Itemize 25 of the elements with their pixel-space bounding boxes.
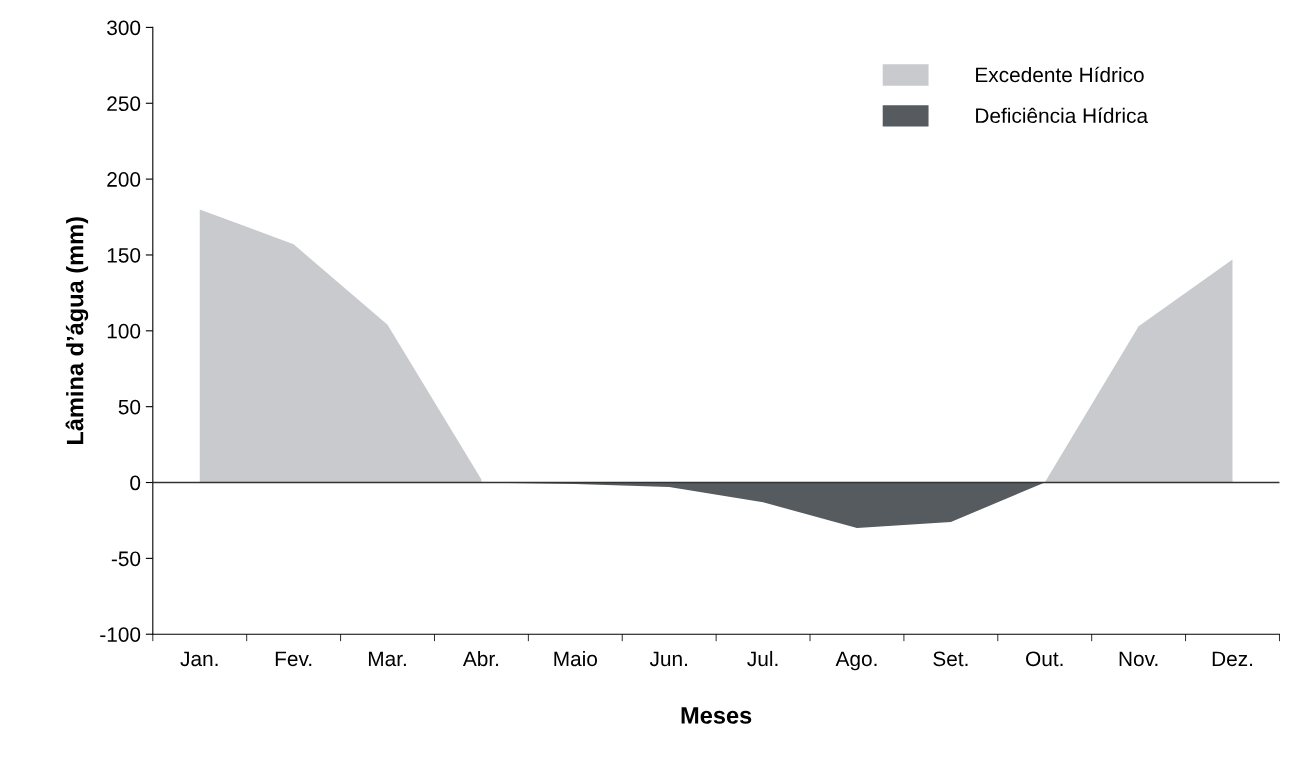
x-tick-label: Jun. xyxy=(649,651,687,667)
y-tick-label: 0 xyxy=(130,475,141,491)
x-tick-label: Ago. xyxy=(835,651,877,671)
x-axis-title: Meses xyxy=(681,707,752,724)
y-tick-label: 200 xyxy=(107,172,141,187)
x-tick-label: Out. xyxy=(1026,651,1063,667)
x-tick-label: Fev. xyxy=(275,651,312,667)
y-tick-label: 300 xyxy=(107,20,141,36)
y-tick-label: -100 xyxy=(100,627,141,642)
x-tick-label: Jul. xyxy=(747,650,778,667)
y-tick-label: 100 xyxy=(107,323,141,339)
x-tick-label: Abr. xyxy=(462,650,499,667)
x-tick-label: Maio xyxy=(554,650,598,667)
x-tick-label: Nov. xyxy=(1119,651,1158,667)
x-tick-label: Jan. xyxy=(180,651,218,667)
y-tick-label: 50 xyxy=(118,399,141,415)
y-tick-label: -50 xyxy=(111,551,141,567)
x-tick-label: Dez. xyxy=(1212,651,1253,667)
y-tick-label: 250 xyxy=(107,96,141,112)
y-tick-label: 150 xyxy=(107,247,141,263)
legend-label: Deficiência Hídrica xyxy=(976,107,1149,124)
x-tick-label: Set. xyxy=(933,651,968,667)
x-tick-label: Mar. xyxy=(368,651,406,667)
y-axis-title: Lâmina d’água (mm) xyxy=(65,217,89,445)
legend-label: Excedente Hídrico xyxy=(976,66,1144,83)
